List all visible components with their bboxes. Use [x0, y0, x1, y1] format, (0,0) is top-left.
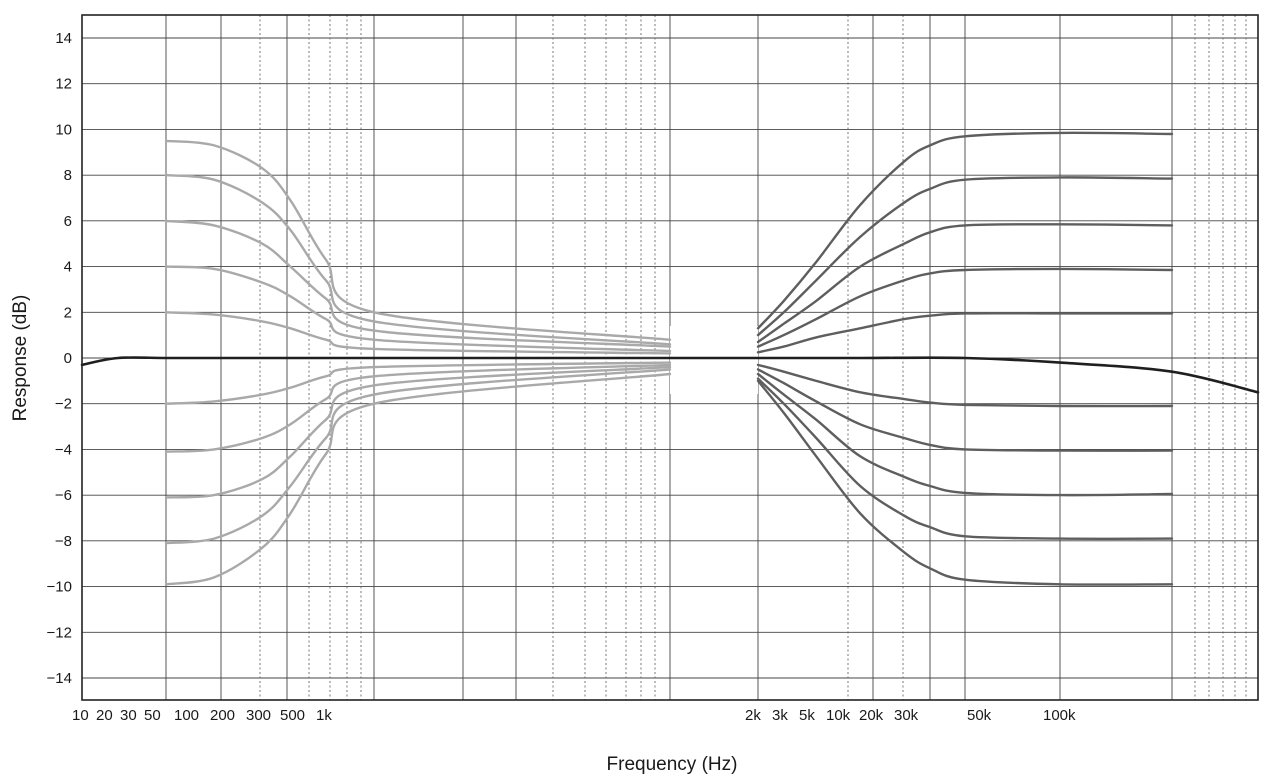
y-tick-label: 14 — [55, 30, 72, 47]
x-tick-label: 20k — [859, 707, 884, 724]
x-tick-labels: 10 20 30 50 100 200 300 500 1k 2k 3k 5k 10k 20k 30k 50k… — [72, 707, 1076, 724]
x-axis-label: Frequency (Hz) — [607, 754, 738, 775]
x-tick-label: 2k — [745, 707, 761, 724]
bass-response-curve-3 — [164, 219, 672, 348]
x-tick-label: 50 — [144, 707, 161, 724]
x-tick-label: 20 — [96, 707, 113, 724]
bass-response-curve-6 — [164, 361, 672, 405]
bass-response-curve-7 — [164, 363, 672, 453]
treble-response-curve-12 — [756, 176, 1174, 337]
x-tick-label: 100 — [174, 707, 199, 724]
x-tick-label: 100k — [1043, 707, 1076, 724]
x-tick-label: 10k — [826, 707, 851, 724]
y-tick-label: −6 — [55, 487, 72, 504]
treble-response-curve-20 — [756, 379, 1174, 586]
y-tick-label: −14 — [47, 670, 72, 687]
x-tick-label: 200 — [210, 707, 235, 724]
x-tick-label: 50k — [967, 707, 992, 724]
treble-response-curve-11 — [756, 131, 1174, 330]
x-tick-label: 1k — [316, 707, 332, 724]
treble-response-curve-15 — [756, 312, 1174, 354]
y-tick-label: −12 — [47, 624, 72, 641]
series-group — [80, 131, 1260, 586]
y-tick-label: 4 — [64, 259, 72, 276]
y-tick-label: −4 — [55, 441, 72, 458]
bass-response-curve-5 — [164, 311, 672, 355]
y-tick-label: 6 — [64, 213, 72, 230]
y-axis-label: Response (dB) — [10, 295, 31, 422]
x-tick-label: 10 — [72, 707, 89, 724]
y-tick-label: −2 — [55, 396, 72, 413]
treble-response-curve-14 — [756, 267, 1174, 348]
x-tick-label: 3k — [772, 707, 788, 724]
x-tick-label: 30 — [120, 707, 137, 724]
y-tick-label: 12 — [55, 76, 72, 93]
y-tick-label: −10 — [47, 579, 72, 596]
x-tick-label: 5k — [799, 707, 815, 724]
y-tick-label: 8 — [64, 167, 72, 184]
y-tick-label: 0 — [64, 350, 72, 367]
treble-response-curve-17 — [756, 368, 1174, 452]
bass-response-curve-8 — [164, 365, 672, 499]
treble-response-curve-19 — [756, 377, 1174, 540]
bass-response-curve-9 — [164, 368, 672, 545]
treble-response-curve-16 — [756, 363, 1174, 408]
bass-response-curve-1 — [164, 139, 672, 341]
center-blank-region — [670, 326, 758, 394]
flat-response-curve-0 — [80, 356, 1260, 394]
y-tick-labels: 14 12 10 8 6 4 2 0 −2 −4 −6 −8 −10 −12 −14 — [47, 30, 72, 687]
bass-response-curve-4 — [164, 265, 672, 353]
bass-response-curve-10 — [164, 372, 672, 586]
treble-response-curve-18 — [756, 372, 1174, 497]
plot-frame — [81, 14, 1259, 701]
y-tick-label: −8 — [55, 533, 72, 550]
x-tick-label: 500 — [280, 707, 305, 724]
bass-response-curve-2 — [164, 173, 672, 346]
y-tick-label: 10 — [55, 121, 72, 138]
x-tick-label: 30k — [894, 707, 919, 724]
y-tick-label: 2 — [64, 304, 72, 321]
x-tick-label: 300 — [246, 707, 271, 724]
treble-response-curve-13 — [756, 223, 1174, 344]
